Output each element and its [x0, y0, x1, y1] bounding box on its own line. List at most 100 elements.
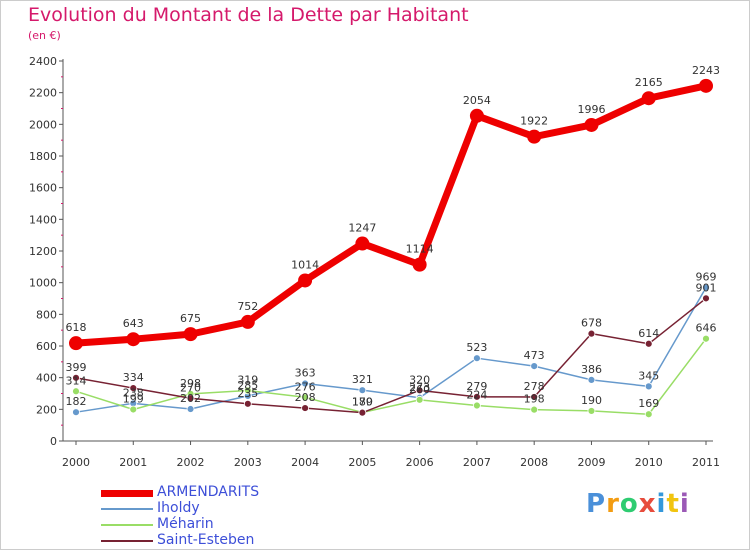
y-tick-label: 2000	[29, 118, 57, 131]
data-label: 523	[466, 341, 487, 354]
data-point	[587, 329, 596, 338]
data-label: 2243	[692, 64, 720, 77]
data-label: 208	[295, 391, 316, 404]
data-label: 179	[352, 396, 373, 409]
data-point	[530, 362, 539, 371]
x-tick-label: 2000	[62, 456, 90, 469]
data-point	[530, 405, 539, 414]
data-label: 345	[638, 369, 659, 382]
data-point	[641, 91, 656, 106]
data-label: 279	[466, 380, 487, 393]
data-label: 2165	[635, 76, 663, 89]
data-label: 969	[696, 271, 717, 284]
y-tick-label: 2400	[29, 55, 57, 68]
legend-label: Saint-Esteben	[157, 532, 255, 548]
x-tick-label: 2005	[348, 456, 376, 469]
x-tick-label: 2007	[463, 456, 491, 469]
legend-label: Iholdy	[157, 500, 200, 516]
x-tick-label: 2010	[635, 456, 663, 469]
data-point	[358, 408, 367, 417]
data-label: 169	[638, 397, 659, 410]
logo-letter: x	[638, 489, 657, 519]
data-label: 473	[524, 349, 545, 362]
y-tick-label: 1000	[29, 277, 57, 290]
data-label: 1996	[577, 103, 605, 116]
x-tick-label: 2008	[520, 456, 548, 469]
logo-letter: i	[679, 489, 690, 519]
y-tick-label: 2200	[29, 87, 57, 100]
data-point	[240, 314, 255, 329]
x-tick-label: 2001	[119, 456, 147, 469]
y-tick-label: 400	[36, 372, 57, 385]
data-point	[644, 410, 653, 419]
series-line-0	[75, 82, 707, 347]
legend-swatch	[101, 508, 153, 510]
legend-swatch	[101, 489, 153, 497]
logo-letter: P	[586, 489, 607, 519]
data-point	[473, 354, 481, 363]
y-tick-label: 1200	[29, 245, 57, 258]
data-label: 190	[581, 394, 602, 407]
data-label: 273	[409, 381, 430, 394]
data-label: 198	[524, 393, 545, 406]
data-label: 199	[123, 392, 144, 405]
data-point	[469, 108, 484, 123]
data-point	[69, 336, 83, 351]
data-point	[587, 407, 596, 415]
data-label: 1114	[406, 243, 434, 256]
data-label: 1922	[520, 115, 548, 128]
x-tick-label: 2004	[291, 456, 319, 469]
data-label: 386	[581, 363, 602, 376]
data-label: 180	[352, 396, 373, 409]
legend-swatch	[101, 524, 153, 526]
data-label: 643	[123, 317, 144, 330]
data-label: 646	[696, 322, 717, 335]
y-tick-label: 200	[36, 403, 57, 416]
data-point	[584, 117, 599, 132]
y-tick-label: 600	[36, 340, 57, 353]
data-label: 235	[237, 387, 258, 400]
data-label: 678	[581, 317, 602, 330]
data-point	[587, 375, 596, 384]
data-point	[183, 327, 198, 342]
data-point	[699, 78, 713, 93]
data-point	[243, 386, 252, 395]
data-label: 618	[66, 321, 87, 334]
data-point	[301, 379, 309, 388]
data-point	[301, 404, 309, 412]
legend-label: ARMENDARITS	[157, 484, 260, 500]
data-label: 224	[466, 389, 487, 402]
logo-letter: o	[619, 489, 639, 519]
data-label: 298	[180, 377, 201, 390]
data-point	[415, 386, 424, 395]
data-label: 278	[524, 380, 545, 393]
data-label: 238	[123, 386, 144, 399]
data-point	[72, 373, 80, 382]
legend-swatch	[101, 540, 153, 542]
series-line-1	[75, 287, 707, 413]
data-point	[702, 294, 710, 303]
data-label: 901	[696, 281, 717, 294]
data-point	[702, 334, 710, 343]
data-label: 2054	[463, 94, 491, 107]
data-point	[644, 339, 653, 348]
logo-letter: t	[666, 489, 680, 519]
x-tick-label: 2006	[406, 456, 434, 469]
proxiti-logo: Proxiti	[586, 489, 690, 519]
data-point	[644, 382, 653, 391]
data-point	[72, 408, 80, 417]
data-point	[72, 387, 80, 396]
data-label: 675	[180, 312, 201, 325]
data-point	[527, 129, 542, 144]
chart-title: Evolution du Montant de la Dette par Hab…	[28, 4, 469, 26]
data-label: 320	[409, 373, 430, 386]
legend-label: Méharin	[157, 516, 214, 532]
data-point	[301, 393, 309, 402]
x-tick-label: 2002	[177, 456, 205, 469]
data-label: 614	[638, 327, 659, 340]
y-tick-label: 0	[50, 435, 57, 448]
series-line-2	[75, 338, 707, 415]
data-label: 334	[123, 371, 144, 384]
